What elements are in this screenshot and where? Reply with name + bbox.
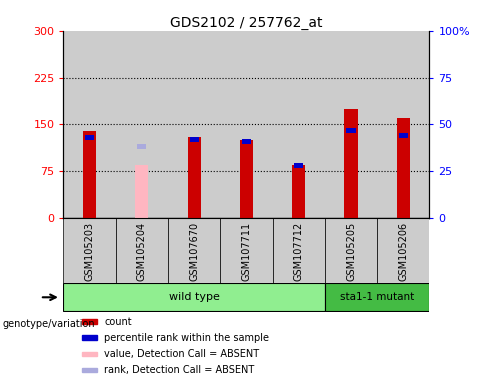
Bar — [82, 367, 97, 372]
Bar — [220, 31, 273, 218]
Bar — [137, 144, 146, 149]
Text: sta1-1 mutant: sta1-1 mutant — [340, 292, 414, 302]
Title: GDS2102 / 257762_at: GDS2102 / 257762_at — [170, 16, 323, 30]
Bar — [135, 165, 148, 218]
Bar — [168, 218, 220, 283]
Bar — [292, 165, 305, 218]
Text: GSM105206: GSM105206 — [398, 222, 408, 281]
Text: rank, Detection Call = ABSENT: rank, Detection Call = ABSENT — [104, 365, 255, 375]
Text: wild type: wild type — [169, 292, 220, 302]
Bar — [377, 218, 429, 283]
Bar — [168, 31, 220, 218]
Bar — [325, 218, 377, 283]
Bar — [82, 336, 97, 340]
Bar — [116, 218, 168, 283]
Bar — [273, 218, 325, 283]
Text: GSM105205: GSM105205 — [346, 222, 356, 281]
Text: count: count — [104, 317, 132, 327]
Bar — [83, 131, 96, 218]
Bar — [63, 31, 116, 218]
Bar — [294, 163, 304, 168]
Bar — [346, 127, 356, 132]
Text: value, Detection Call = ABSENT: value, Detection Call = ABSENT — [104, 349, 260, 359]
Bar — [187, 137, 201, 218]
Bar — [273, 31, 325, 218]
Text: GSM105203: GSM105203 — [84, 222, 95, 281]
Text: genotype/variation: genotype/variation — [2, 319, 95, 329]
Bar — [345, 109, 358, 218]
Bar — [220, 218, 273, 283]
Text: GSM107711: GSM107711 — [242, 222, 251, 281]
Text: GSM107670: GSM107670 — [189, 222, 199, 281]
Bar — [85, 135, 94, 140]
Text: GSM105204: GSM105204 — [137, 222, 147, 281]
Bar — [242, 139, 251, 144]
Bar — [397, 118, 410, 218]
Text: GSM107712: GSM107712 — [294, 222, 304, 281]
Bar — [325, 283, 429, 311]
Bar — [82, 352, 97, 356]
Text: percentile rank within the sample: percentile rank within the sample — [104, 333, 269, 343]
Bar — [325, 31, 377, 218]
Bar — [63, 283, 325, 311]
Bar — [116, 31, 168, 218]
Bar — [189, 137, 199, 142]
Bar — [377, 31, 429, 218]
Bar — [63, 218, 116, 283]
Bar — [240, 140, 253, 218]
Bar — [82, 319, 97, 324]
Bar — [399, 133, 408, 138]
